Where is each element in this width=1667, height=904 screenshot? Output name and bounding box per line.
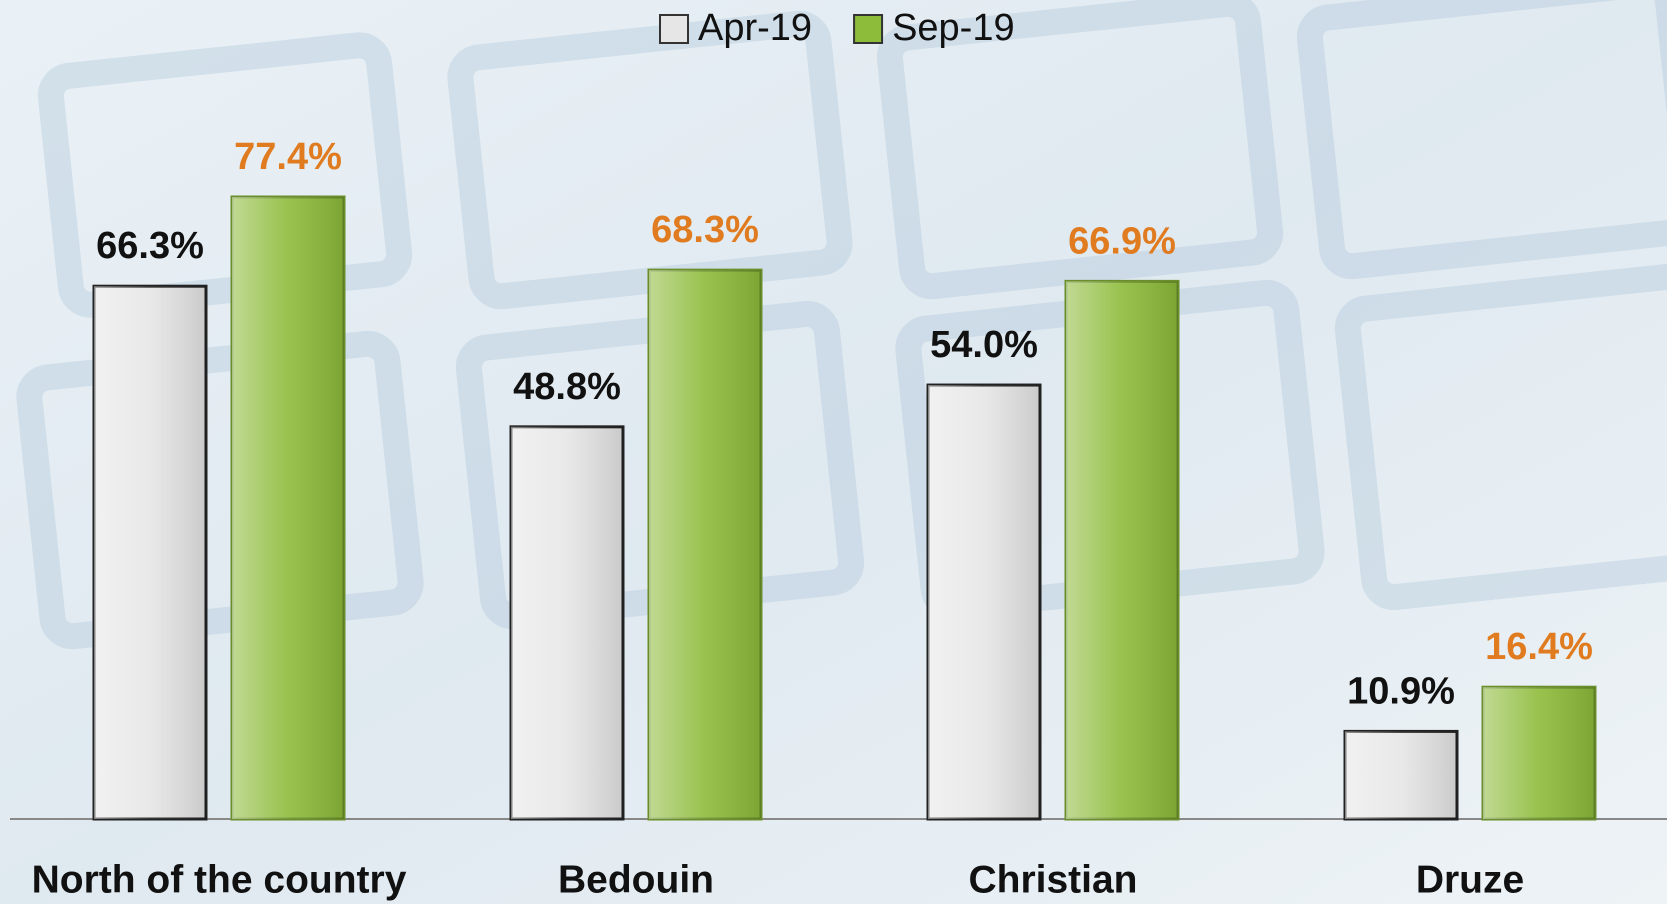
bar-shade [1066,281,1178,819]
legend-swatch [660,15,688,43]
bar-shade [928,385,1040,819]
legend-label: Apr-19 [698,7,812,49]
value-label: 54.0% [930,324,1038,366]
bar-shade [94,286,206,819]
category-label: Bedouin [558,858,714,901]
category-label: Christian [968,858,1137,901]
category-label: Druze [1416,858,1524,901]
value-label: 48.8% [513,366,621,408]
value-label: 66.9% [1068,220,1176,262]
bar-shade [1483,687,1595,819]
value-label: 77.4% [234,136,342,178]
bar-shade [1345,731,1457,819]
value-label: 68.3% [651,209,759,251]
legend-label: Sep-19 [892,7,1015,49]
value-label: 16.4% [1485,626,1593,668]
bar-shade [511,427,623,819]
bar-shade [649,270,761,819]
bar-shade [232,197,344,819]
value-label: 10.9% [1347,670,1455,712]
legend-swatch [854,15,882,43]
value-label: 66.3% [96,225,204,267]
category-label: North of the country [32,858,407,901]
chart: Apr-19 Sep-19 66.3% 77.4% North of the count… [0,0,1667,904]
